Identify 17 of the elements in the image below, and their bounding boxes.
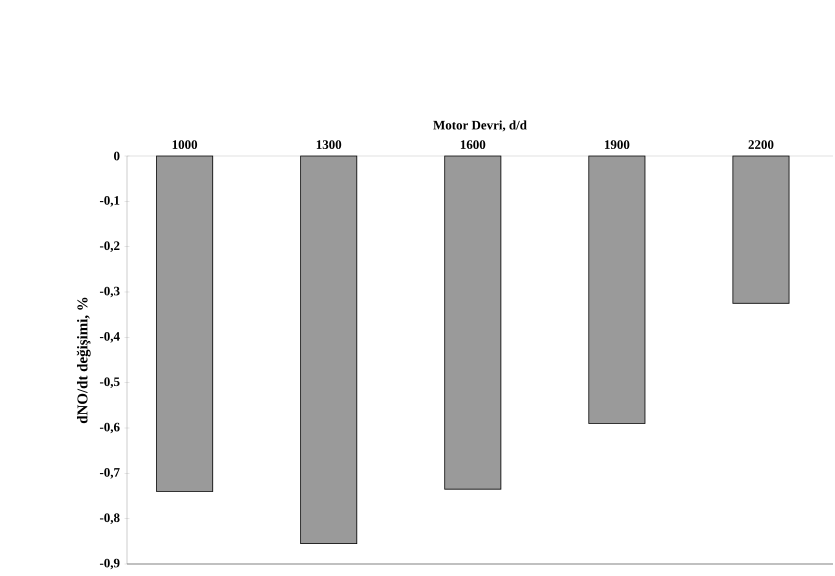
x-axis-title: Motor Devri, d/d <box>433 120 527 132</box>
y-tick-label: -0,3 <box>100 286 120 298</box>
y-tick-label: 0 <box>114 152 120 160</box>
y-tick-label: -0,4 <box>100 332 120 343</box>
x-tick-label: 1900 <box>604 140 630 149</box>
x-tick-label: 1300 <box>316 140 342 149</box>
y-tick-label: -0,1 <box>100 196 120 207</box>
y-tick-label: -0,6 <box>100 422 120 434</box>
x-tick-label: 1000 <box>172 140 198 149</box>
x-tick-label: 2200 <box>748 140 774 149</box>
y-tick-label: -0,2 <box>100 241 120 252</box>
y-tick-label: -0,7 <box>100 468 120 479</box>
x-tick-label: 1600 <box>460 140 486 149</box>
y-tick-label: -0,8 <box>100 513 120 524</box>
y-axis-title: dNO/dt değişimi, % <box>76 298 91 424</box>
y-tick-label: -0,5 <box>100 377 120 388</box>
y-tick-label: -0,9 <box>100 558 120 570</box>
